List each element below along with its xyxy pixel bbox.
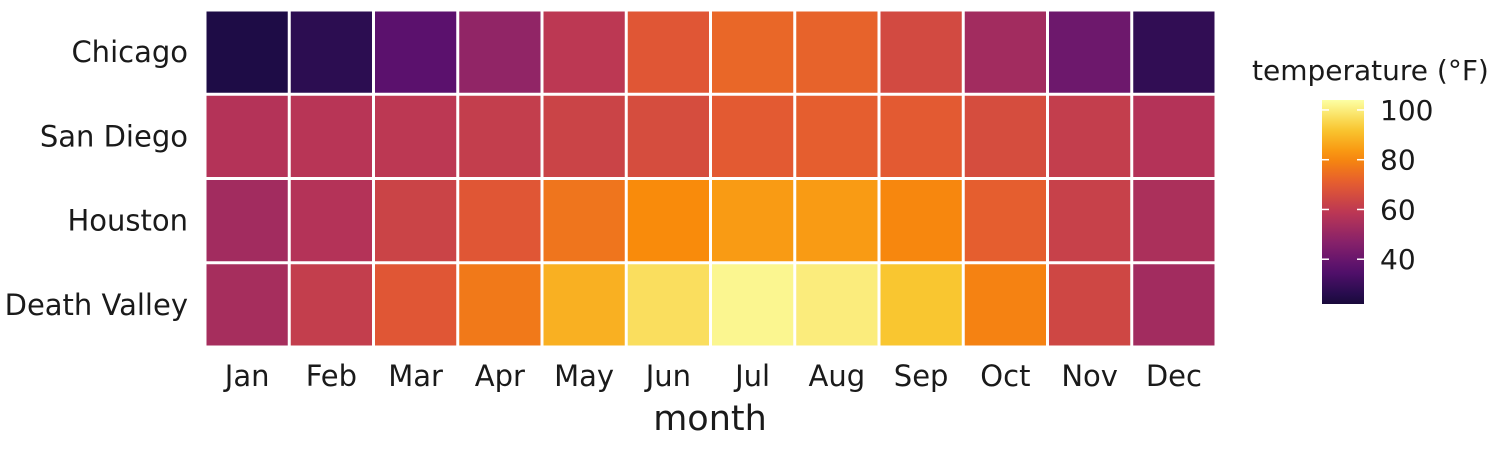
y-tick-label: Chicago — [71, 35, 188, 69]
heatmap-cell — [796, 95, 878, 177]
heatmap-cell — [290, 11, 372, 93]
heatmap-cell — [1133, 95, 1215, 177]
heatmap-cell — [880, 95, 962, 177]
heatmap-cell — [796, 264, 878, 346]
heatmap-cell — [375, 11, 457, 93]
heatmap-cell — [543, 95, 625, 177]
heatmap-cell — [880, 180, 962, 262]
heatmap-cell — [290, 180, 372, 262]
x-tick-label: Sep — [894, 359, 949, 393]
x-tick-label: Apr — [475, 359, 525, 393]
y-tick-label: Death Valley — [5, 288, 188, 322]
heatmap-cell — [796, 180, 878, 262]
heatmap-cell — [627, 264, 709, 346]
heatmap-cell — [375, 95, 457, 177]
heatmap-cell — [459, 180, 541, 262]
legend-tick-label: 40 — [1380, 243, 1416, 276]
legend-tick-label: 80 — [1380, 144, 1416, 177]
heatmap-cell — [290, 95, 372, 177]
x-tick-label: May — [554, 359, 614, 393]
heatmap-cell — [459, 264, 541, 346]
x-tick-label: Jan — [223, 359, 270, 393]
y-tick-label: San Diego — [40, 119, 188, 153]
heatmap-cell — [543, 180, 625, 262]
legend-ticks: 40 60 80 100 — [1322, 94, 1433, 276]
heatmap-cell — [712, 264, 794, 346]
heatmap-cell — [964, 11, 1046, 93]
legend-tick-label: 60 — [1380, 193, 1416, 226]
heatmap-cell — [627, 180, 709, 262]
heatmap-cell — [206, 264, 288, 346]
legend-color-bar — [1322, 100, 1364, 304]
heatmap-cell — [627, 95, 709, 177]
x-tick-label: Oct — [980, 359, 1030, 393]
x-tick-label: Jul — [733, 359, 770, 393]
heatmap-cell — [712, 180, 794, 262]
heatmap-cell — [1049, 11, 1131, 93]
heatmap-cell — [880, 11, 962, 93]
heatmap-cell — [712, 11, 794, 93]
x-tick-label: Feb — [306, 359, 357, 393]
legend-tick-label: 100 — [1380, 94, 1433, 127]
heatmap-cell — [880, 264, 962, 346]
legend-title: temperature (°F) — [1252, 54, 1489, 87]
heatmap-cell — [1133, 264, 1215, 346]
heatmap-cell — [1049, 180, 1131, 262]
heatmap-cell — [627, 11, 709, 93]
y-axis-ticks: Chicago San Diego Houston Death Valley — [5, 35, 188, 322]
x-axis-title: month — [653, 399, 767, 439]
heatmap-cell — [206, 95, 288, 177]
heatmap-cell — [206, 180, 288, 262]
y-tick-label: Houston — [67, 204, 188, 238]
x-tick-label: Jun — [644, 359, 691, 393]
x-tick-label: Mar — [388, 359, 443, 393]
x-tick-label: Aug — [809, 359, 866, 393]
heatmap-cell — [543, 11, 625, 93]
heatmap-cell — [290, 264, 372, 346]
heatmap-cell — [543, 264, 625, 346]
heatmap-cell — [1133, 180, 1215, 262]
x-tick-label: Nov — [1061, 359, 1118, 393]
heatmap-cell — [1049, 264, 1131, 346]
heatmap-cell — [796, 11, 878, 93]
heatmap-cell — [459, 95, 541, 177]
heatmap-cell — [375, 264, 457, 346]
heatmap-cell — [964, 95, 1046, 177]
heatmap-cell — [712, 95, 794, 177]
heatmap-cell — [964, 264, 1046, 346]
x-axis-ticks: Jan Feb Mar Apr May Jun Jul Aug Sep Oct Nov Dec — [223, 359, 1202, 393]
heatmap-cell — [206, 11, 288, 93]
heatmap-cell — [1049, 95, 1131, 177]
heatmap-cell — [459, 11, 541, 93]
heatmap-cell — [375, 180, 457, 262]
heatmap-cells — [206, 11, 1215, 346]
legend: temperature (°F) 40 60 80 100 — [1252, 54, 1489, 304]
heatmap-cell — [964, 180, 1046, 262]
heatmap-cell — [1133, 11, 1215, 93]
x-tick-label: Dec — [1146, 359, 1202, 393]
